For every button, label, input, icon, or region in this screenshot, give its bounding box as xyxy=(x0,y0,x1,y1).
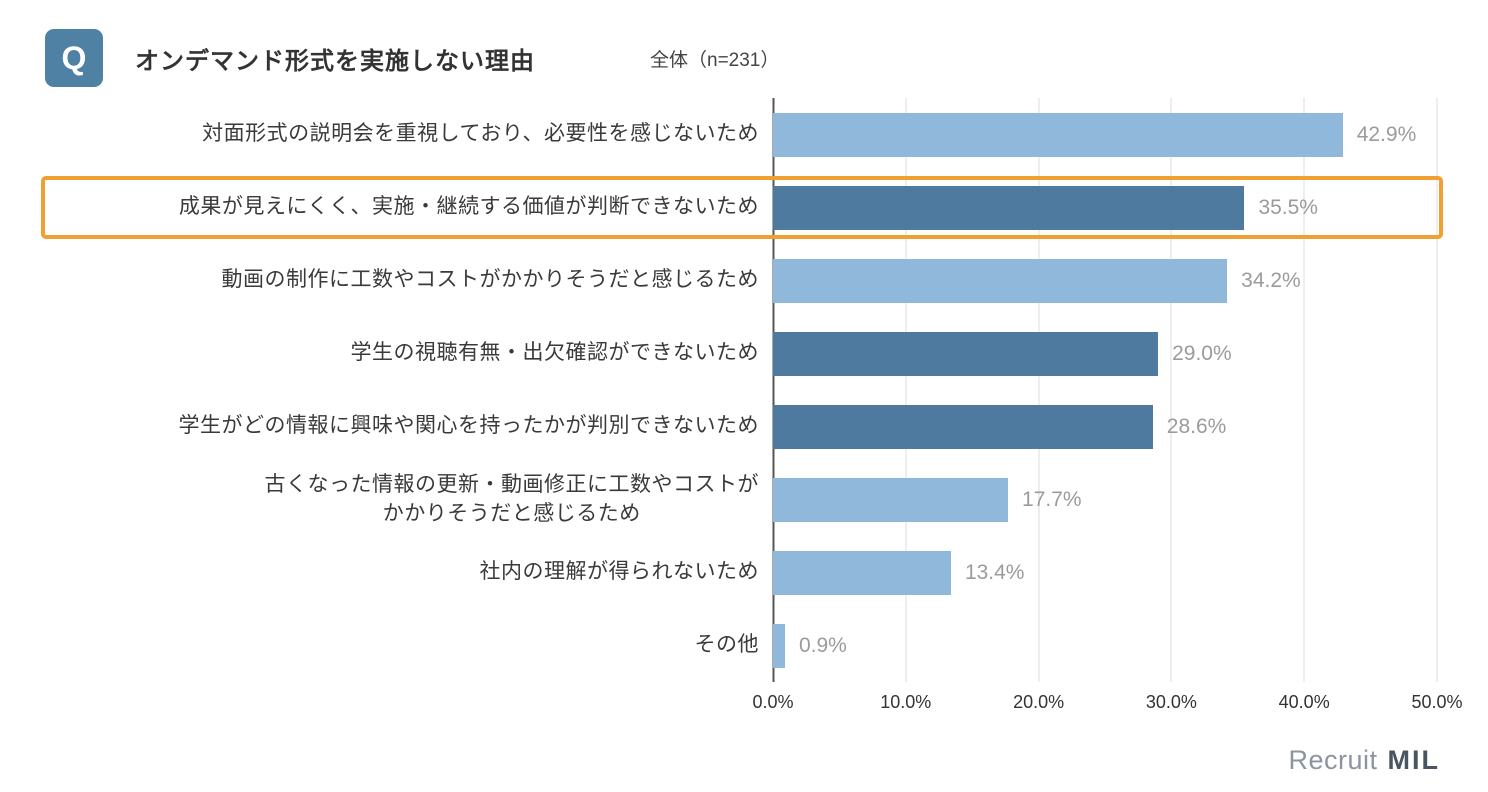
bar xyxy=(773,331,1159,376)
bar-row: 社内の理解が得られないため 13.4% xyxy=(45,536,1437,609)
x-tick-label: 10.0% xyxy=(880,692,932,712)
bar-chart: 対面形式の説明会を重視しており、必要性を感じないため 42.9% 成果が見えにく… xyxy=(41,98,1463,722)
bar xyxy=(773,404,1153,449)
category-label: その他 xyxy=(694,633,759,657)
bar xyxy=(773,550,951,595)
category-label-cell: 社内の理解が得られないため xyxy=(45,558,773,586)
x-tick-label: 40.0% xyxy=(1278,692,1330,712)
x-tick-label: 20.0% xyxy=(1013,692,1065,712)
bar-track: 35.5% xyxy=(773,185,1437,230)
bar-rows: 対面形式の説明会を重視しており、必要性を感じないため 42.9% 成果が見えにく… xyxy=(41,98,1443,682)
category-label-cell: 対面形式の説明会を重視しており、必要性を感じないため xyxy=(45,120,773,148)
category-label-cell: 古くなった情報の更新・動画修正に工数やコストが かかりそうだと感じるため xyxy=(45,471,773,528)
logo-mil-text: MIL xyxy=(1387,745,1440,775)
category-label-cell: 動画の制作に工数やコストがかかりそうだと感じるため xyxy=(45,266,773,294)
bar-track: 13.4% xyxy=(773,550,1437,595)
value-label: 42.9% xyxy=(1356,122,1417,146)
question-badge: Q xyxy=(45,29,103,87)
value-label: 17.7% xyxy=(1022,487,1082,511)
bar-track: 29.0% xyxy=(773,331,1437,376)
category-label: 古くなった情報の更新・動画修正に工数やコストが かかりそうだと感じるため xyxy=(264,473,759,525)
bar-row: 成果が見えにくく、実施・継続する価値が判断できないため 35.5% xyxy=(41,171,1443,244)
bar-row: 対面形式の説明会を重視しており、必要性を感じないため 42.9% xyxy=(45,98,1437,171)
bar xyxy=(773,112,1343,157)
x-tick-label: 30.0% xyxy=(1145,692,1197,712)
category-label-cell: その他 xyxy=(45,631,773,659)
bar xyxy=(773,477,1009,522)
category-label: 対面形式の説明会を重視しており、必要性を感じないため xyxy=(202,122,759,146)
value-label: 29.0% xyxy=(1172,341,1232,365)
bar-row: 学生がどの情報に興味や関心を持ったかが判別できないため 28.6% xyxy=(45,390,1437,463)
bar-row: 古くなった情報の更新・動画修正に工数やコストが かかりそうだと感じるため 17.… xyxy=(45,463,1437,536)
bar xyxy=(773,185,1245,230)
bar-track: 42.9% xyxy=(773,112,1437,157)
sample-size-label: 全体（n=231） xyxy=(650,49,780,71)
bar-row: 動画の制作に工数やコストがかかりそうだと感じるため 34.2% xyxy=(45,244,1437,317)
value-label: 13.4% xyxy=(964,560,1025,584)
bar-track: 17.7% xyxy=(773,477,1437,522)
category-label-cell: 学生がどの情報に興味や関心を持ったかが判別できないため xyxy=(45,412,773,440)
bar-track: 28.6% xyxy=(773,404,1437,449)
logo-recruit-text: Recruit xyxy=(1288,745,1378,775)
chart-header: Q オンデマンド形式を実施しない理由 全体（n=231） xyxy=(0,0,1488,92)
value-label: 34.2% xyxy=(1241,268,1301,292)
category-label: 動画の制作に工数やコストがかかりそうだと感じるため xyxy=(221,268,759,292)
category-label: 学生の視聴有無・出欠確認ができないため xyxy=(350,341,759,365)
x-tick-label: 50.0% xyxy=(1411,692,1463,712)
category-label: 社内の理解が得られないため xyxy=(479,560,759,584)
value-label: 28.6% xyxy=(1166,414,1227,438)
page-title: オンデマンド形式を実施しない理由 xyxy=(135,47,535,75)
bar-track: 34.2% xyxy=(773,258,1437,303)
value-label: 0.9% xyxy=(798,633,847,657)
category-label-cell: 成果が見えにくく、実施・継続する価値が判断できないため xyxy=(45,193,773,221)
x-axis: 0.0% 10.0% 20.0% 30.0% 40.0% 50.0% xyxy=(752,682,1462,722)
brand-logo: Recruit MIL xyxy=(1288,745,1440,776)
value-label: 35.5% xyxy=(1258,195,1318,219)
question-badge-letter: Q xyxy=(61,39,87,76)
category-label-cell: 学生の視聴有無・出欠確認ができないため xyxy=(45,339,773,367)
x-tick-label: 0.0% xyxy=(752,692,794,712)
bar-track: 0.9% xyxy=(773,623,1437,668)
bar-row: その他 0.9% xyxy=(45,609,1437,682)
category-label: 学生がどの情報に興味や関心を持ったかが判別できないため xyxy=(178,414,759,438)
bar-row: 学生の視聴有無・出欠確認ができないため 29.0% xyxy=(45,317,1437,390)
category-label: 成果が見えにくく、実施・継続する価値が判断できないため xyxy=(178,195,759,219)
bar xyxy=(773,258,1228,303)
bar xyxy=(773,623,785,668)
